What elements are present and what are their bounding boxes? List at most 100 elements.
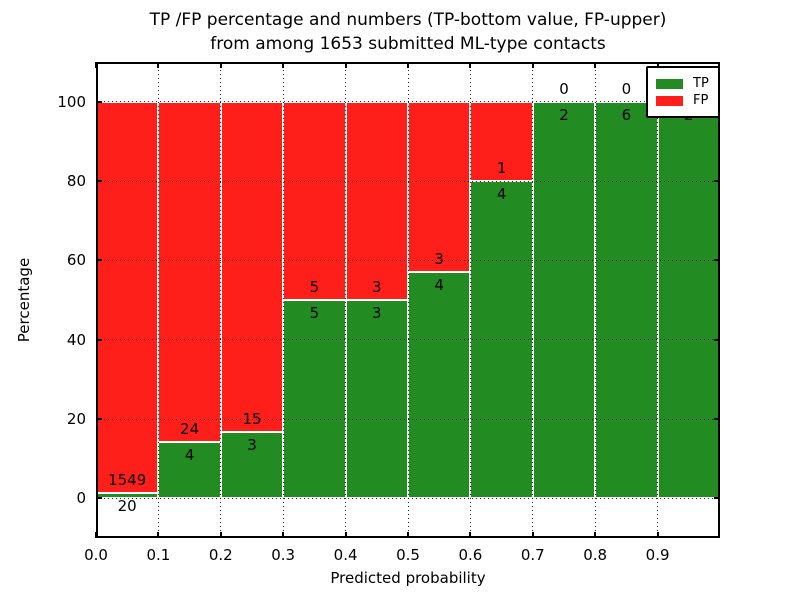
ticks-layer xyxy=(95,62,720,538)
y-tick-label: 20 xyxy=(66,410,86,428)
x-tick-mark xyxy=(531,532,534,538)
fp-count-label: 3 xyxy=(372,278,382,296)
vertical-gridline xyxy=(407,62,409,538)
fp-bar-segment xyxy=(96,101,159,494)
y-tick-mark xyxy=(96,338,102,341)
fp-count-label: 15 xyxy=(242,410,262,429)
x-tick-mark xyxy=(407,532,409,538)
fp-bar-segment xyxy=(470,101,533,181)
tp-bar-segment xyxy=(408,271,471,499)
x-tick-mark xyxy=(282,62,285,68)
x-tick-mark xyxy=(95,62,97,68)
y-tick-label: 100 xyxy=(57,92,86,111)
x-tick-mark xyxy=(656,532,659,538)
tp-legend-swatch xyxy=(656,78,683,89)
vertical-gridline xyxy=(157,62,159,538)
tp-count-label: 4 xyxy=(434,275,444,294)
x-tick-label: 0.0 xyxy=(84,546,108,564)
y-tick-label: 40 xyxy=(66,330,86,349)
fp-bar-segment xyxy=(158,101,221,442)
x-tick-mark xyxy=(469,62,472,68)
x-tick-label: 0.6 xyxy=(458,546,483,564)
tp-bar-segment xyxy=(220,432,284,499)
fp-count-label: 5 xyxy=(309,278,320,296)
vertical-gridline xyxy=(469,62,471,538)
y-tick-mark xyxy=(714,338,720,341)
tp-bar-segment xyxy=(532,101,596,499)
gridlines-layer xyxy=(96,62,720,538)
x-tick-mark xyxy=(594,532,597,538)
x-tick-label: 0.7 xyxy=(520,546,545,564)
legend-item-label: FP xyxy=(693,93,709,108)
legend-item-label: TP xyxy=(693,76,709,91)
fp-count-label: 1 xyxy=(496,159,507,177)
x-tick-label: 0.5 xyxy=(396,546,420,564)
x-tick-mark xyxy=(344,62,347,68)
tp-bar-segment xyxy=(283,300,346,499)
vertical-gridline xyxy=(220,62,222,538)
vertical-gridline xyxy=(282,62,284,538)
x-tick-label: 0.1 xyxy=(146,546,171,564)
y-tick-label: 60 xyxy=(66,251,86,270)
x-tick-mark xyxy=(157,532,160,538)
legend-item: FP xyxy=(656,93,709,108)
x-tick-mark xyxy=(531,62,534,68)
fp-count-label: 3 xyxy=(434,249,444,268)
y-axis-label: Percentage xyxy=(15,257,33,343)
chart-title: TP /FP percentage and numbers (TP-bottom… xyxy=(96,8,720,56)
tp-bar-segment xyxy=(345,300,408,499)
fp-bar-segment xyxy=(345,101,408,300)
y-tick-mark xyxy=(96,259,102,262)
tp-count-label: 4 xyxy=(496,185,507,203)
tp-bar-segment xyxy=(595,101,658,499)
fp-bar-segment xyxy=(220,101,284,433)
x-tick-mark xyxy=(219,62,222,68)
y-tick-mark xyxy=(96,180,102,182)
x-tick-mark xyxy=(157,62,160,68)
x-tick-mark xyxy=(344,532,347,538)
y-tick-mark xyxy=(96,497,102,500)
tp-count-label: 6 xyxy=(621,105,632,124)
x-tick-label: 0.8 xyxy=(583,546,608,564)
x-axis-label: Predicted probability xyxy=(330,569,486,587)
y-tick-label: 0 xyxy=(76,489,86,508)
y-tick-label: 80 xyxy=(66,172,86,190)
tp-count-label: 5 xyxy=(309,304,320,322)
fp-count-label: 1549 xyxy=(108,471,147,490)
x-tick-label: 0.2 xyxy=(208,546,233,564)
tp-count-label: 4 xyxy=(184,445,195,464)
x-tick-mark xyxy=(594,62,597,68)
fp-bar-segment xyxy=(283,101,346,300)
x-tick-mark xyxy=(219,532,222,538)
y-tick-mark xyxy=(714,418,720,420)
fp-count-label: 0 xyxy=(559,79,569,98)
fp-count-label: 24 xyxy=(180,419,200,438)
y-tick-mark xyxy=(714,180,720,182)
x-tick-mark xyxy=(407,62,409,68)
bars-layer xyxy=(96,62,720,538)
legend-item: TP xyxy=(656,76,709,91)
legend: TP FP xyxy=(646,66,720,118)
x-tick-mark xyxy=(282,532,285,538)
y-tick-mark xyxy=(96,100,102,103)
tp-count-label: 2 xyxy=(559,105,569,124)
fp-bar-segment xyxy=(408,101,471,272)
x-tick-label: 0.4 xyxy=(333,546,358,564)
x-tick-mark xyxy=(95,532,97,538)
vertical-gridline xyxy=(345,62,347,538)
y-tick-mark xyxy=(714,259,720,262)
vertical-gridline xyxy=(532,62,534,538)
vertical-gridline xyxy=(657,62,659,538)
x-tick-mark xyxy=(656,62,659,68)
x-tick-label: 0.3 xyxy=(271,546,296,564)
x-tick-label: 0.9 xyxy=(645,546,670,564)
chart-title-line1: TP /FP percentage and numbers (TP-bottom… xyxy=(149,10,667,30)
tp-count-label: 20 xyxy=(117,497,137,516)
tp-count-label: 3 xyxy=(247,436,257,455)
y-tick-mark xyxy=(96,418,102,420)
fp-legend-swatch xyxy=(656,95,683,106)
tp-count-label: 3 xyxy=(372,304,382,322)
chart-title-line2: from among 1653 submitted ML-type contac… xyxy=(210,34,606,54)
